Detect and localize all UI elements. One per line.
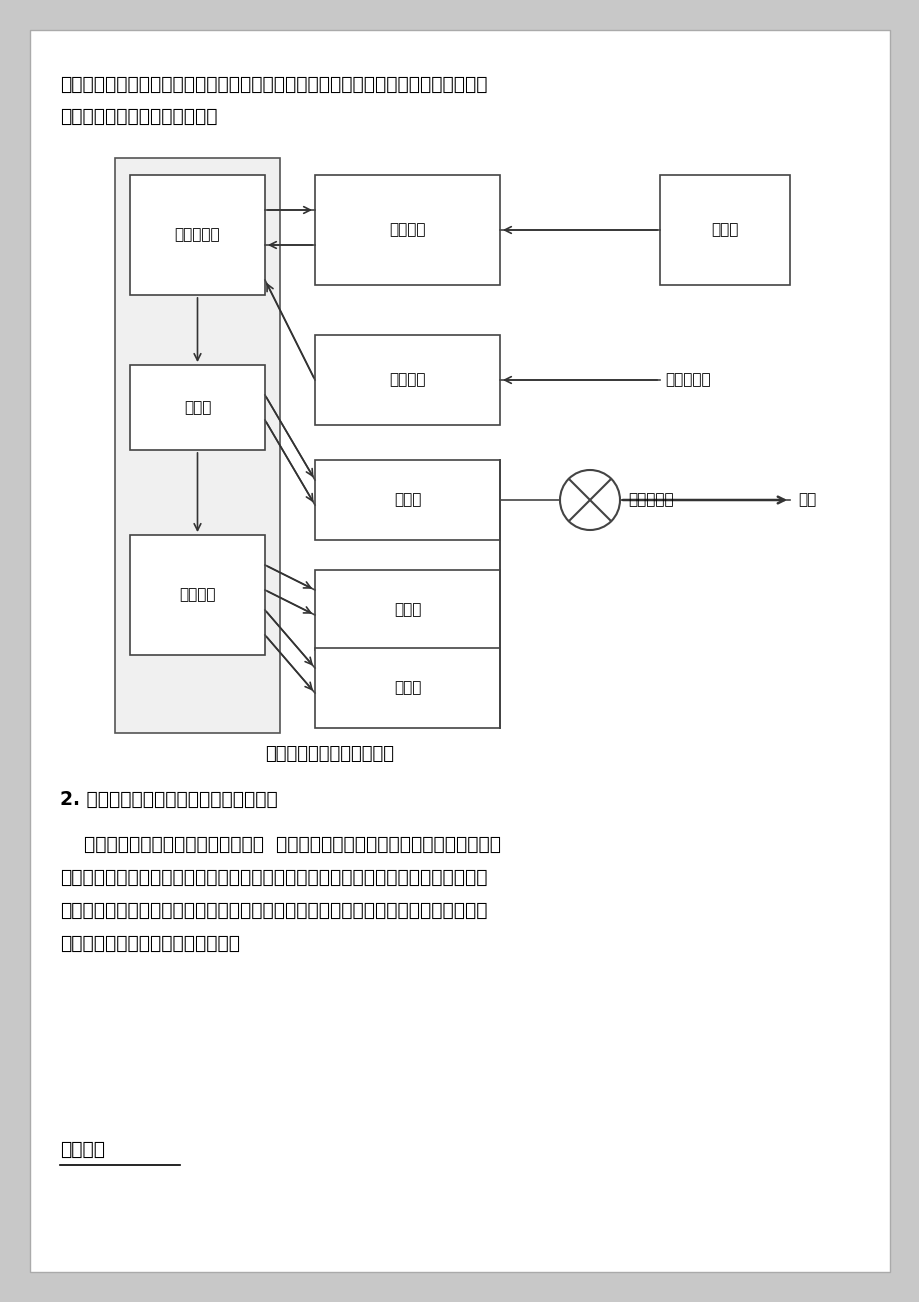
Text: 一号泵: 一号泵 [393,492,421,508]
Bar [314,174,499,285]
Circle shape [560,470,619,530]
Text: 2. 设计中要解决的主要问题及采取的措施: 2. 设计中要解决的主要问题及采取的措施 [60,790,278,809]
Bar [115,158,279,733]
Text: 用户: 用户 [797,492,815,508]
Text: 强电设备: 强电设备 [179,587,216,603]
Text: 消防信号: 消防信号 [389,372,425,388]
Text: 恒压供水系统设计的主要问题包括：  供水管网压力的恒定，单片机、变频器以及水: 恒压供水系统设计的主要问题包括： 供水管网压力的恒定，单片机、变频器以及水 [60,835,501,854]
Text: 泵的选择，供电线路的布置等。针对以上问题我们可采取以下措施：第一，采用压力传: 泵的选择，供电线路的布置等。针对以上问题我们可采取以下措施：第一，采用压力传 [60,868,487,887]
Bar [314,648,499,728]
Bar [314,335,499,424]
Text: 三号泵: 三号泵 [393,681,421,695]
Text: 液位开关: 液位开关 [389,223,425,237]
Text: 蓄水池: 蓄水池 [710,223,738,237]
Bar [130,535,265,655]
Bar [314,460,499,540]
Text: 消防报警器: 消防报警器 [664,372,709,388]
Text: 感器对管网自来水压力进行监测；第二，使用单片机对变频器进行直接控制。第三，采: 感器对管网自来水压力进行监测；第二，使用单片机对变频器进行直接控制。第三，采 [60,901,487,921]
Text: 单片机系统: 单片机系统 [175,228,220,242]
Text: 用变频器对水泵转速实现无极调速。: 用变频器对水泵转速实现无极调速。 [60,934,240,953]
Text: 二号泵: 二号泵 [393,603,421,617]
Text: 参考文献: 参考文献 [60,1141,105,1159]
Text: 变频恒压供水系统组成框图: 变频恒压供水系统组成框图 [266,745,394,763]
Text: 压力和流量通过供水管道输送。: 压力和流量通过供水管道输送。 [60,107,217,126]
Text: 远程压力表: 远程压力表 [628,492,673,508]
Bar [130,365,265,450]
Text: 电。电机水泵机组是传送水或其他液体的机电装置，其作用是将储水池中的水以一定的: 电。电机水泵机组是传送水或其他液体的机电装置，其作用是将储水池中的水以一定的 [60,76,487,94]
Text: 变频器: 变频器 [184,400,211,415]
Bar [659,174,789,285]
Bar [130,174,265,296]
Bar [314,570,499,650]
